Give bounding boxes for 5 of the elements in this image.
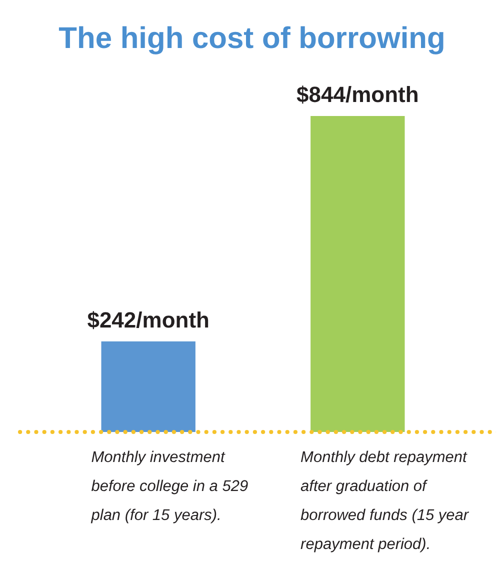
x-tick-label: Monthly investment before college in a 529 plan (for 15 years). [90,449,248,524]
chart-title: The high cost of borrowing [58,22,446,55]
x-tick-label: Monthly debt repayment after graduation of borrowed funds (15 year repayment period). [300,449,470,553]
data-label: $844/month [296,82,419,107]
data-label: $242/month [87,307,210,332]
